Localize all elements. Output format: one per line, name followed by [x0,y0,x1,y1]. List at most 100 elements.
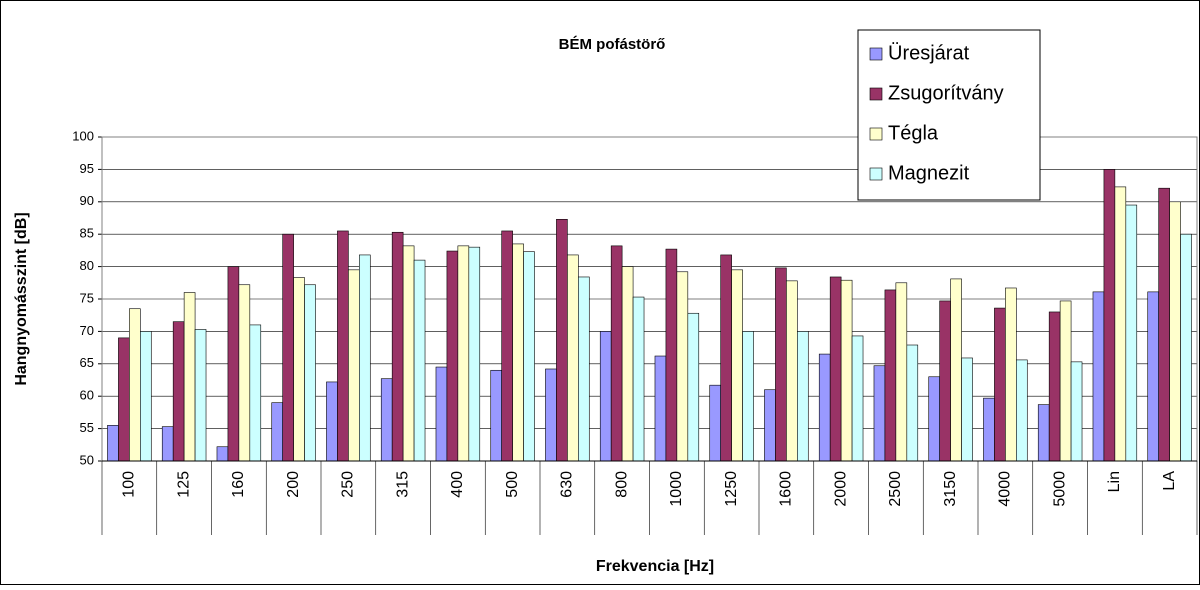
bar [523,251,535,462]
bar [501,230,513,462]
x-axis-label: Frekvencia [Hz] [596,558,714,575]
bar [348,269,360,462]
y-tick-label: 90 [80,193,94,208]
bar [1103,169,1116,462]
bar [1147,291,1159,462]
bar [337,230,349,462]
bar [359,254,371,462]
bar [906,344,919,462]
bar [1070,361,1083,462]
bar [1048,311,1061,462]
bar [282,233,294,462]
bar [983,397,995,462]
y-tick-label: 50 [80,452,94,467]
x-tick-label: 1600 [778,471,795,507]
bar [107,425,119,462]
bar [829,276,842,462]
y-tick-label: 80 [80,258,94,273]
x-tick-label: Lin [1106,471,1123,492]
bar [687,312,700,462]
legend-label: Magnezit [888,162,970,184]
bar [961,357,973,462]
legend-label: Tégla [888,122,939,144]
bar [928,376,940,462]
bar [895,282,908,462]
bar [654,355,667,462]
bar [950,278,962,462]
bar [1037,404,1050,462]
bar [731,269,743,462]
bar [818,353,831,462]
y-axis-label: Hangnyomásszint [dB] [13,212,30,385]
y-tick-label: 75 [80,290,94,305]
y-tick-label: 100 [72,128,94,143]
bar [118,337,130,462]
y-tick-label: 95 [80,161,94,176]
legend-label: Zsugorítvány [888,82,1004,104]
bar [468,246,481,462]
bar [775,267,787,462]
x-tick-label: 200 [285,471,302,498]
bar [140,331,152,462]
y-tick-label: 85 [80,226,94,241]
x-tick-label: LA [1161,471,1178,491]
bar [216,446,229,462]
y-tick-label: 60 [80,388,94,403]
bar [578,276,590,462]
legend-swatch [869,167,883,181]
x-tick-label: 3150 [942,471,959,507]
bar [851,335,864,462]
bar [238,284,251,462]
bar [446,250,459,462]
legend-box [857,29,1041,201]
bar [665,248,678,462]
bar [172,321,185,462]
legend-swatch [869,127,883,141]
bar [567,254,579,462]
bar [227,266,240,462]
bar [1169,201,1181,462]
bar [1016,359,1028,462]
bar [764,389,776,462]
x-tick-label: 500 [504,471,521,498]
x-tick-label: 250 [340,471,357,498]
bar [599,331,612,462]
bar [402,245,415,462]
chart-title: BÉM pofástörő [559,36,666,53]
bar [271,402,283,462]
legend-swatch [869,47,883,61]
bar [621,266,634,462]
bar [512,243,524,462]
bar [183,292,196,462]
bar [1158,187,1170,462]
bar [1005,287,1017,462]
y-tick-label: 55 [80,420,94,435]
bar [304,284,316,462]
bar [610,245,623,462]
bar [1092,291,1105,462]
bar [326,381,338,462]
bar [293,277,305,462]
bar [380,378,393,462]
x-tick-label: 315 [394,471,411,498]
x-tick-label: 400 [449,471,466,498]
x-tick-label: 1250 [723,471,740,507]
x-tick-label: 2500 [887,471,904,507]
legend-label: Üresjárat [888,42,970,64]
bar [994,307,1006,462]
bar [391,231,404,462]
bar [840,279,853,462]
bar [632,296,645,462]
bar [676,271,689,462]
bar [709,384,721,462]
bar [545,368,557,462]
bar [413,259,426,462]
x-tick-label: 125 [175,471,192,498]
x-tick-label: 800 [613,471,630,498]
bar [797,331,809,462]
bar [884,289,897,462]
bar [1180,233,1192,462]
bar [161,426,174,462]
bar [194,329,207,462]
